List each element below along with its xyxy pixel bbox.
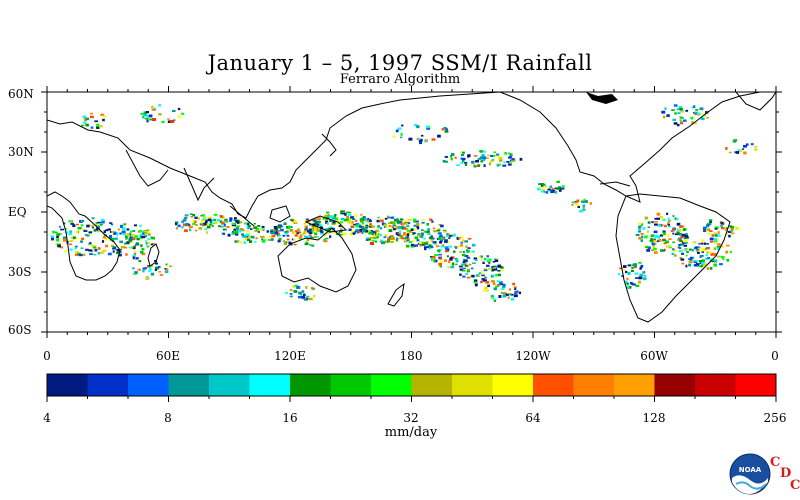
colorbar-label-256: 256 <box>763 411 787 425</box>
colorbar-label-32: 32 <box>403 411 419 425</box>
colorbar-swatch <box>87 374 129 396</box>
map-frame <box>46 91 777 333</box>
newzealand-coast <box>387 282 405 307</box>
colorbar <box>46 373 777 402</box>
lon-label-60w: 60W <box>640 349 668 363</box>
colorbar-label-16: 16 <box>282 411 298 425</box>
coastlines <box>47 92 776 323</box>
lat-label-30n: 30N <box>8 145 34 159</box>
colorbar-swatch <box>654 374 696 396</box>
noaa-logo: NOAA <box>729 453 771 495</box>
colorbar-swatch <box>614 374 655 396</box>
colorbar-swatch <box>533 374 574 396</box>
colorbar-swatch <box>735 374 777 396</box>
india-coast <box>183 167 215 202</box>
colorbar-swatch <box>290 374 331 396</box>
south-america-coast <box>615 193 731 323</box>
lat-label-60n: 60N <box>8 87 34 101</box>
greenland-coast <box>735 92 776 111</box>
lon-label-0: 0 <box>43 349 51 363</box>
colorbar-swatch <box>573 374 615 396</box>
lon-label-180: 180 <box>399 349 423 363</box>
sumatra-coast <box>229 205 255 227</box>
colorbar-label-4: 4 <box>43 411 51 425</box>
lat-label-eq: EQ <box>8 205 27 219</box>
colorbar-swatch <box>371 374 412 396</box>
colorbar-swatch <box>695 374 736 396</box>
newguinea-coast <box>304 215 348 233</box>
lon-label-120w: 120W <box>515 349 551 363</box>
borneo-coast <box>269 205 291 223</box>
map-subtitle: Ferraro Algorithm <box>339 72 461 87</box>
colorbar-swatch <box>411 374 453 396</box>
japan-coast <box>321 133 337 157</box>
axis-ticks <box>41 86 782 338</box>
cdc-letter-c1: C <box>770 455 781 470</box>
lon-label-60e: 60E <box>155 349 181 363</box>
australia-coast <box>277 227 357 293</box>
lat-label-30s: 30S <box>8 265 32 279</box>
polar-ice-patch <box>586 92 618 104</box>
colorbar-swatch <box>452 374 493 396</box>
colorbar-swatch <box>492 374 534 396</box>
colorbar-label-64: 64 <box>525 411 541 425</box>
lat-label-60s: 60S <box>8 323 32 337</box>
colorbar-swatch <box>128 374 169 396</box>
madagascar-coast <box>147 243 160 267</box>
colorbar-label-8: 8 <box>164 411 172 425</box>
africa-coast <box>47 191 121 281</box>
cdc-letter-d: D <box>780 466 792 481</box>
noaa-logo-text: NOAA <box>739 466 762 474</box>
colorbar-label-128: 128 <box>642 411 666 425</box>
arabia-coast <box>125 149 169 187</box>
map-title: January 1 – 5, 1997 SSM/I Rainfall <box>207 51 593 75</box>
north-america-coast <box>499 92 776 203</box>
colorbar-swatch <box>330 374 372 396</box>
colorbar-swatch <box>209 374 250 396</box>
colorbar-units: mm/day <box>384 425 438 440</box>
lon-label-120e: 120E <box>274 349 306 363</box>
caribbean-coast <box>599 181 631 187</box>
colorbar-swatch <box>47 374 88 396</box>
rainfall-field <box>50 103 758 302</box>
lon-label-0-end: 0 <box>771 349 779 363</box>
colorbar-swatch <box>249 374 291 396</box>
eurasia-coast <box>47 92 501 219</box>
cdc-letter-c2: C <box>790 478 800 493</box>
colorbar-swatch <box>168 374 210 396</box>
